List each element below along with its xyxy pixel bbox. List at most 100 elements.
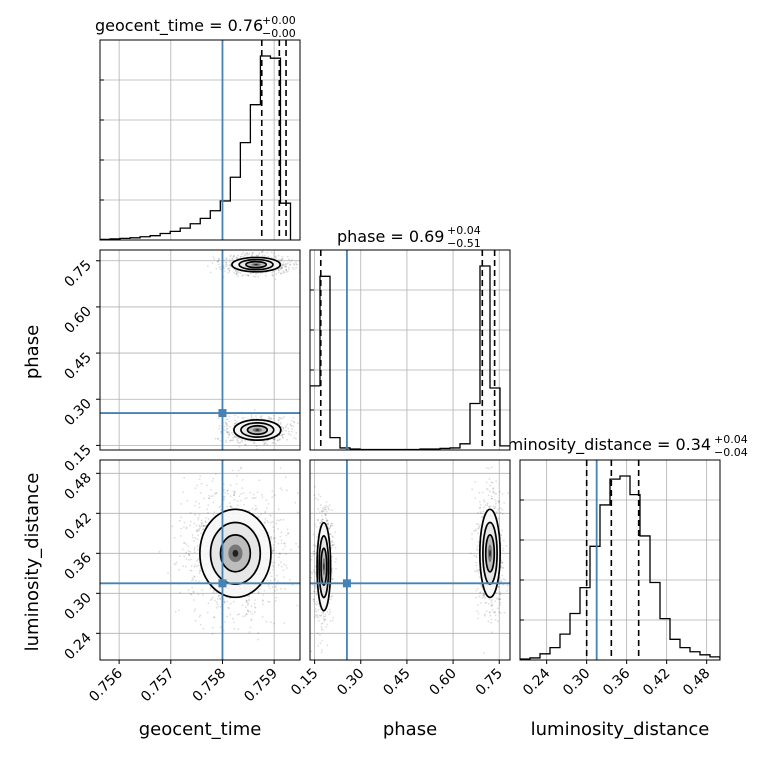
sample-point [496,620,499,622]
sample-point [199,570,201,573]
hist-panel-phase-bg [310,250,510,450]
sample-point [480,512,482,514]
sample-point [247,275,250,277]
panel2d-luminosity_distance_vs_phase-bg [310,460,510,660]
sample-point [314,497,317,500]
sample-point [314,587,317,590]
sample-point [223,259,226,262]
sample-point [288,430,290,433]
sample-point [209,271,212,274]
sample-point [187,553,190,555]
sample-point [271,496,274,498]
sample-point [285,268,287,271]
sample-point [287,270,289,273]
sample-point [293,264,296,266]
sample-point [485,467,488,470]
sample-point [220,605,222,608]
sample-point [271,550,274,553]
sample-point [320,614,323,617]
contour-1-0 [478,508,502,599]
sample-point [277,556,280,558]
sample-point [218,425,221,427]
sample-point [181,548,184,551]
sample-point [252,442,255,444]
sample-point [315,586,318,589]
sample-point [281,434,283,437]
sample-point [287,427,290,430]
sample-point [265,499,268,502]
sample-point [225,505,228,508]
sample-point [255,445,258,448]
sample-point [185,551,188,554]
sample-point [501,492,504,495]
sample-point [247,274,250,277]
sample-point [334,546,337,549]
sample-point [274,541,276,543]
sample-point [490,618,493,621]
sample-point [279,416,281,419]
sample-point [241,439,244,442]
sample-point [476,570,478,573]
sample-point [158,550,161,553]
sample-point [259,416,262,419]
contour-0-0 [316,521,332,612]
sample-point [225,257,228,259]
sample-point [480,584,482,586]
sample-point [196,529,199,532]
sample-point [489,505,492,508]
sample-point [324,618,327,621]
sample-point [322,611,325,614]
sample-point [260,414,263,417]
sample-point [332,544,334,547]
sample-point [317,519,319,521]
sample-point [329,525,332,527]
sample-point [277,508,280,511]
sample-point [496,607,499,610]
sample-point [214,473,217,475]
sample-point [282,563,285,566]
sample-point [242,251,245,254]
sample-point [180,503,183,505]
contour-1-1 [240,422,275,438]
sample-point [267,255,270,258]
sample-point [248,509,251,512]
sample-point [244,444,247,446]
sample-point [281,430,283,433]
sample-point [475,589,478,592]
sample-point [269,514,271,516]
sample-point [207,504,210,506]
sample-point [498,598,501,601]
sample-point [217,437,220,440]
sample-point [224,422,227,425]
sample-point [273,538,276,540]
ytick-label-luminosity_distance-2: 0.36 [61,550,94,583]
sample-point [280,259,282,261]
sample-point [273,439,275,441]
sample-point [271,274,274,277]
sample-point [209,586,212,589]
sample-point [223,428,226,431]
sample-point [217,417,220,420]
sample-point [219,598,222,601]
sample-point [268,587,271,590]
sample-point [207,265,209,268]
sample-point [274,269,277,272]
sample-point [272,438,275,441]
sample-point [241,479,244,481]
sample-point [314,585,317,588]
density-level-1-4 [255,429,260,431]
contour-0-2 [219,534,252,573]
sample-point [244,615,247,617]
sample-point [267,521,270,523]
sample-point [478,595,480,598]
sample-point [488,478,491,481]
sample-point [321,622,324,625]
sample-point [204,521,207,523]
sample-point [261,250,263,253]
sample-point [259,588,261,590]
sample-point [226,615,228,618]
sample-point [232,437,234,439]
sample-point [197,593,200,596]
title-geocent-time-main: geocent_time = 0.76 [95,16,263,36]
sample-point [489,490,491,493]
